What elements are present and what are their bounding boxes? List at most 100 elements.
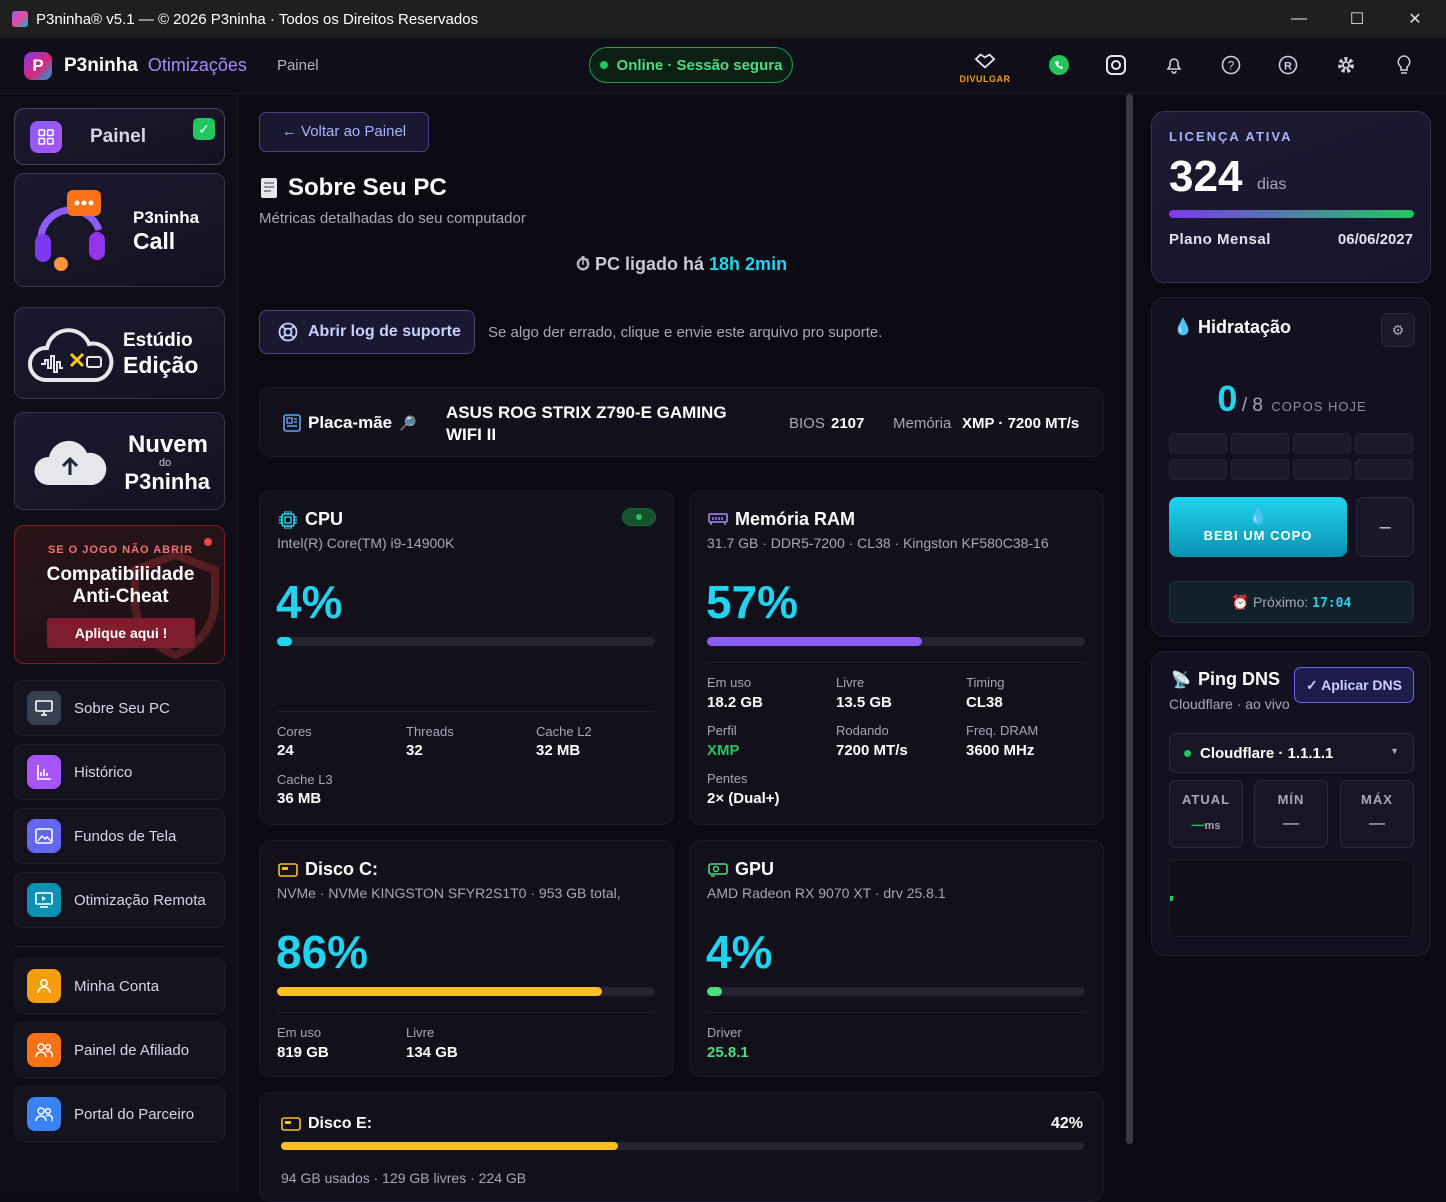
ram-title: Memória RAM [735, 509, 856, 529]
uptime-label: PC ligado há [595, 254, 705, 274]
ram-usage-bar [707, 637, 1085, 646]
disk-c-stat-value: 134 GB [406, 1044, 458, 1061]
scrollbar-thumb[interactable] [1126, 94, 1133, 1144]
uptime-value: 18h 2min [709, 254, 788, 274]
anticheat-cta-button[interactable]: Aplique aqui ! [47, 618, 195, 648]
drive-icon [278, 863, 298, 877]
ram-stat-value: 18.2 GB [707, 694, 763, 711]
cpu-stat-label: Cores [277, 724, 312, 739]
ping-atual-unit: ms [1204, 820, 1221, 832]
hydration-next-time: 17:04 [1312, 596, 1352, 611]
ping-max-box: MÁX — [1340, 780, 1414, 848]
divulgar-button[interactable]: DIVULGAR [955, 38, 1015, 94]
license-expires: 06/06/2027 [1337, 231, 1413, 248]
sidebar-item-painel[interactable]: Painel ✓ [14, 108, 225, 165]
search-icon[interactable]: 🔎 [399, 415, 417, 431]
gpu-stat-value: 25.8.1 [707, 1044, 749, 1061]
toggle-knob-icon [636, 514, 642, 520]
sidebar-item-historico[interactable]: Histórico [14, 744, 225, 800]
registered-icon[interactable]: R [1275, 52, 1301, 78]
nuvem-card[interactable]: Nuvem do P3ninha [14, 412, 225, 510]
memory-value: XMP · 7200 MT/s [962, 415, 1080, 432]
help-icon[interactable]: ? [1218, 52, 1244, 78]
anticheat-card[interactable]: SE O JOGO NÃO ABRIR Compatibilidade Anti… [14, 525, 225, 664]
chart-icon [27, 755, 61, 789]
svg-text:R: R [1284, 61, 1292, 73]
sidebar-item-otimizacao-remota[interactable]: Otimização Remota [14, 872, 225, 928]
page-title: Sobre Seu PC [288, 174, 447, 201]
lightbulb-icon[interactable] [1391, 52, 1417, 78]
disk-c-stat-label: Em uso [277, 1025, 322, 1040]
anticheat-line2: Anti-Cheat [72, 586, 169, 607]
instagram-icon[interactable] [1103, 52, 1129, 78]
breadcrumb[interactable]: Painel [276, 57, 319, 74]
cloud-upload-icon [34, 440, 107, 485]
disk-c-model: NVMe · NVMe KINGSTON SFYR2S1T0 · 953 GB … [277, 885, 621, 901]
brand-logo-icon: P [24, 51, 52, 80]
p3ninha-call-card[interactable]: P3ninha Call [14, 173, 225, 287]
dns-server-value: Cloudflare · 1.1.1.1 [1200, 744, 1334, 762]
cpu-stat-label: Threads [406, 724, 454, 739]
page-subtitle: Métricas detalhadas do seu computador [259, 210, 526, 227]
ping-graph-marker [1170, 896, 1173, 901]
sidebar-item-parceiro[interactable]: Portal do Parceiro [14, 1086, 225, 1142]
sidebar-divider [14, 946, 225, 947]
whatsapp-icon[interactable] [1046, 52, 1072, 78]
close-button[interactable]: ✕ [1408, 11, 1422, 28]
apply-dns-button[interactable]: ✓ Aplicar DNS [1294, 667, 1414, 703]
estudio-edicao-card[interactable]: Estúdio Edição [14, 307, 225, 399]
motherboard-icon [283, 414, 301, 432]
sidebar-item-afiliado[interactable]: Painel de Afiliado [14, 1022, 225, 1078]
ping-atual-value: —ms [1170, 817, 1242, 832]
headset-icon [35, 190, 105, 271]
main-scrollbar[interactable] [1125, 94, 1135, 1192]
bios-value: 2107 [831, 415, 865, 432]
app-logo-icon [12, 11, 28, 27]
minimize-button[interactable]: — [1291, 10, 1307, 27]
gpu-model: AMD Radeon RX 9070 XT · drv 25.8.1 [707, 885, 946, 901]
drink-button-label: BEBI UM COPO [1203, 528, 1313, 543]
ping-max-label: MÁX [1361, 792, 1393, 807]
users-icon [27, 1033, 61, 1067]
ping-min-value: — [1283, 815, 1299, 832]
status-text: Online · Sessão segura [616, 56, 783, 74]
disk-c-title: Disco C: [305, 859, 379, 879]
ram-stat-label: Pentes [707, 771, 748, 786]
support-log-button[interactable]: Abrir log de suporte [259, 310, 475, 354]
ping-graph [1169, 859, 1414, 937]
bell-icon[interactable] [1161, 52, 1187, 78]
clock-icon: ⏱ [575, 254, 590, 274]
user-icon [27, 969, 61, 1003]
uptime-row: ⏱ PC ligado há 18h 2min [238, 254, 1125, 275]
hydration-minus-button[interactable]: – [1356, 497, 1414, 557]
sidebar-item-label: Painel de Afiliado [74, 1041, 190, 1059]
image-icon [27, 819, 61, 853]
sidebar-item-minha-conta[interactable]: Minha Conta [14, 958, 225, 1014]
brand-name: P3ninha [64, 54, 138, 76]
app-header: P P3ninha Otimizações Painel Online · Se… [0, 38, 1446, 94]
check-icon: ✓ [193, 118, 215, 140]
cpu-toggle[interactable] [622, 508, 656, 526]
ram-stat-label: Freq. DRAM [966, 723, 1039, 738]
glass-slot [1355, 433, 1413, 454]
license-days: 324 [1169, 152, 1243, 201]
back-button[interactable]: ← Voltar ao Painel [259, 112, 429, 152]
water-drop-icon: 💧 [1248, 508, 1268, 525]
painel-label: Painel [90, 125, 146, 147]
drive-icon [281, 1117, 301, 1131]
maximize-button[interactable]: ☐ [1349, 11, 1365, 28]
ping-atual-label: ATUAL [1181, 792, 1231, 807]
drink-button[interactable]: 💧 BEBI UM COPO [1169, 497, 1347, 557]
sidebar-item-sobre-pc[interactable]: Sobre Seu PC [14, 680, 225, 736]
window-title: P3ninha® v5.1 — © 2026 P3ninha · Todos o… [36, 10, 479, 28]
gear-icon[interactable] [1333, 52, 1359, 78]
right-panel: LICENÇA ATIVA 324 dias Plano Mensal 06/0… [1135, 94, 1446, 1192]
ram-stat-label: Perfil [707, 723, 737, 738]
call-line1: P3ninha [133, 208, 200, 227]
ping-title: Ping DNS [1198, 669, 1281, 689]
sidebar-item-fundos[interactable]: Fundos de Tela [14, 808, 225, 864]
document-icon [261, 178, 277, 198]
hydration-settings-button[interactable]: ⚙ [1381, 313, 1415, 347]
cloud-audio-icon [28, 328, 114, 382]
dns-server-select[interactable]: Cloudflare · 1.1.1.1 ▼ [1169, 733, 1414, 773]
